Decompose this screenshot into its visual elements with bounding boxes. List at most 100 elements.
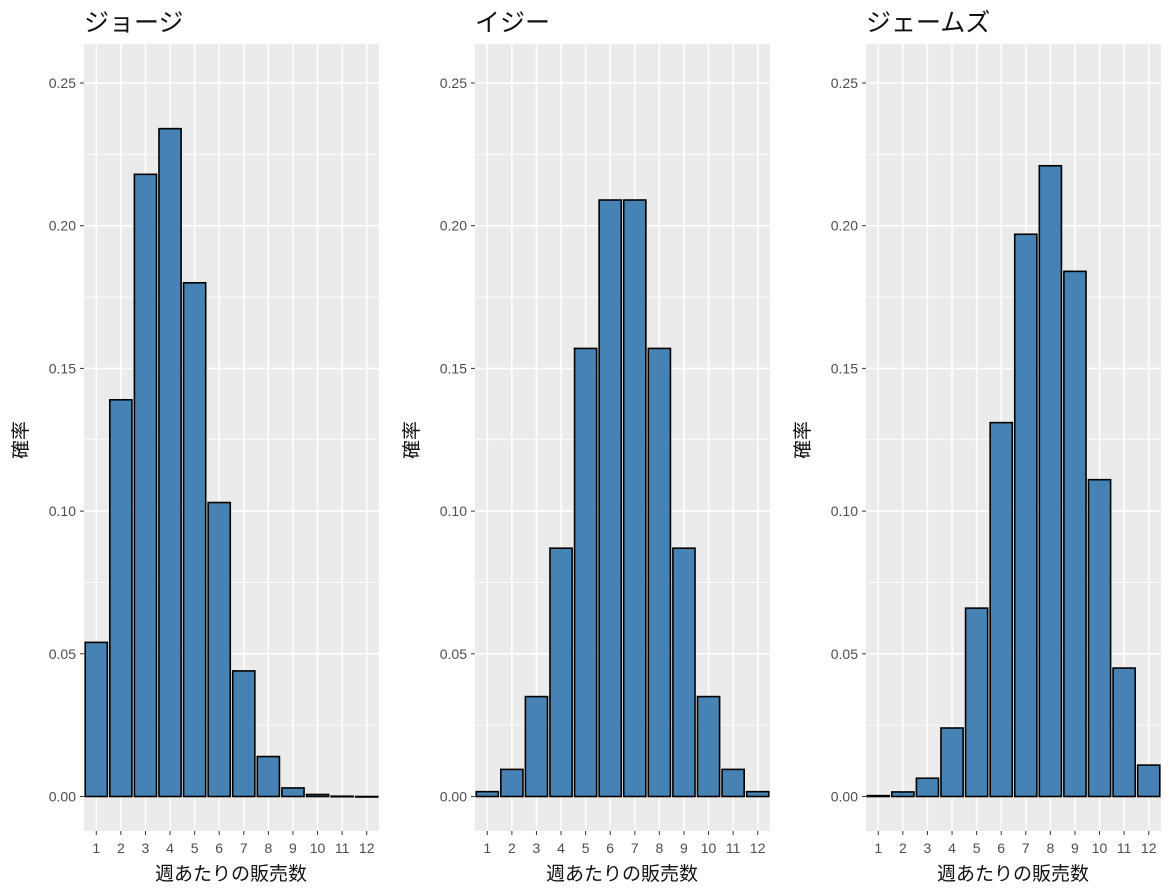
chart-svg-izzy: 0.000.050.100.150.200.251 2 3 4 5 6 7 8 9 10 11 12 … <box>401 8 770 885</box>
bar <box>354 795 379 798</box>
bar <box>133 173 158 798</box>
bar <box>256 755 281 798</box>
x-tick-label: 1 <box>874 840 882 856</box>
x-tick-label: 10 <box>1092 840 1108 856</box>
chart-svg-george: 0.000.050.100.150.200.251 2 3 4 5 6 7 8 9 10 11 12 … <box>10 8 379 885</box>
y-tick-label: 0.15 <box>440 360 467 376</box>
y-tick-label: 0.20 <box>440 218 467 234</box>
bar <box>672 547 696 798</box>
y-tick-label: 0.20 <box>831 218 858 234</box>
bar <box>915 777 940 798</box>
chart-title: イジー <box>475 8 550 37</box>
x-tick-label: 9 <box>289 840 297 856</box>
bar <box>989 421 1014 798</box>
y-axis-label: 確率 <box>792 421 814 459</box>
x-tick-label: 10 <box>701 840 717 856</box>
x-tick-label: 1 <box>483 840 491 856</box>
y-tick-label: 0.10 <box>831 503 858 519</box>
bar <box>475 790 500 798</box>
x-tick-label: 11 <box>335 840 350 856</box>
plot-background <box>84 44 379 831</box>
chart-panel-izzy: 0.00 0.05 0.10 0.15 0.20 0.25 1 2 3 4 5 6 7 8 9 10 11 12 … <box>391 0 782 896</box>
bar <box>647 347 672 798</box>
y-tick-label: 0.00 <box>831 789 858 805</box>
bar <box>330 795 354 798</box>
x-tick-label: 2 <box>117 840 125 856</box>
x-tick-label: 12 <box>1141 840 1157 856</box>
bar <box>305 793 330 798</box>
bar <box>549 547 573 798</box>
bar <box>109 398 133 798</box>
x-tick-label: 5 <box>582 840 590 856</box>
y-tick-label: 0.00 <box>440 789 467 805</box>
bar <box>281 787 305 798</box>
x-tick-label: 3 <box>533 840 541 856</box>
bar <box>891 791 915 798</box>
x-tick-label: 6 <box>606 840 614 856</box>
x-axis-label: 週あたりの販売数 <box>155 863 307 885</box>
y-tick-label: 0.05 <box>831 646 858 662</box>
chart-panel-james: 0.00 0.05 0.10 0.15 0.20 0.25 1 2 3 4 5 6 7 8 9 10 11 12 … <box>782 0 1173 896</box>
plot-background <box>475 44 770 831</box>
bar <box>940 727 964 798</box>
bar <box>1013 233 1038 798</box>
x-tick-label: 12 <box>359 840 375 856</box>
chart-panel-george: 0.00 0.05 0.10 0.15 0.20 0.25 1 2 3 4 5 6 7 8 9 10 11 12 … <box>0 0 391 896</box>
plot-area: 0.000.050.100.150.200.251 2 3 4 5 6 7 8 9 10 11 12 <box>831 44 1161 856</box>
bar <box>231 670 256 798</box>
y-tick-label: 0.15 <box>49 360 76 376</box>
bar <box>745 790 770 798</box>
x-tick-label: 8 <box>264 840 272 856</box>
x-axis-label: 週あたりの販売数 <box>937 863 1089 885</box>
x-tick-label: 4 <box>557 840 565 856</box>
plot-area: 0.000.050.100.150.200.251 2 3 4 5 6 7 8 9 10 11 12 <box>49 44 379 856</box>
x-tick-label: 7 <box>631 840 639 856</box>
x-tick-label: 1 <box>92 840 100 856</box>
bar <box>1063 270 1087 798</box>
x-tick-label: 6 <box>215 840 223 856</box>
x-tick-label: 3 <box>142 840 150 856</box>
x-tick-label: 2 <box>508 840 516 856</box>
y-axis-label: 確率 <box>401 421 423 459</box>
x-tick-label: 11 <box>726 840 741 856</box>
x-tick-label: 6 <box>997 840 1005 856</box>
x-axis-label: 週あたりの販売数 <box>546 863 698 885</box>
y-tick-label: 0.25 <box>440 75 467 91</box>
bar <box>721 768 745 798</box>
plot-area: 0.000.050.100.150.200.251 2 3 4 5 6 7 8 9 10 11 12 <box>440 44 770 856</box>
x-tick-label: 7 <box>1022 840 1030 856</box>
x-tick-label: 11 <box>1117 840 1132 856</box>
y-tick-label: 0.10 <box>440 503 467 519</box>
x-tick-label: 5 <box>973 840 981 856</box>
x-tick-label: 10 <box>310 840 326 856</box>
x-tick-label: 4 <box>948 840 956 856</box>
y-tick-label: 0.20 <box>49 218 76 234</box>
x-tick-label: 2 <box>899 840 907 856</box>
x-tick-label: 9 <box>1071 840 1079 856</box>
chart-title: ジェームズ <box>866 8 990 37</box>
y-tick-label: 0.10 <box>49 503 76 519</box>
bar <box>500 768 524 798</box>
bar <box>84 641 109 798</box>
bar <box>622 199 647 798</box>
x-tick-label: 9 <box>680 840 688 856</box>
x-tick-label: 8 <box>1046 840 1054 856</box>
bar <box>1038 164 1063 798</box>
bar <box>598 199 623 798</box>
bar <box>964 607 989 798</box>
y-tick-label: 0.15 <box>831 360 858 376</box>
x-tick-label: 12 <box>750 840 766 856</box>
bar <box>524 695 549 798</box>
bar <box>182 281 207 798</box>
x-tick-label: 4 <box>166 840 174 856</box>
bar <box>1087 478 1112 798</box>
chart-svg-james: 0.000.050.100.150.200.251 2 3 4 5 6 7 8 9 10 11 12 … <box>792 8 1161 885</box>
bar <box>1112 667 1136 798</box>
x-tick-label: 5 <box>191 840 199 856</box>
y-tick-label: 0.25 <box>831 75 858 91</box>
bar <box>158 127 182 798</box>
plot-background <box>866 44 1161 831</box>
bar <box>866 794 891 798</box>
x-tick-label: 3 <box>924 840 932 856</box>
bar <box>207 501 232 798</box>
